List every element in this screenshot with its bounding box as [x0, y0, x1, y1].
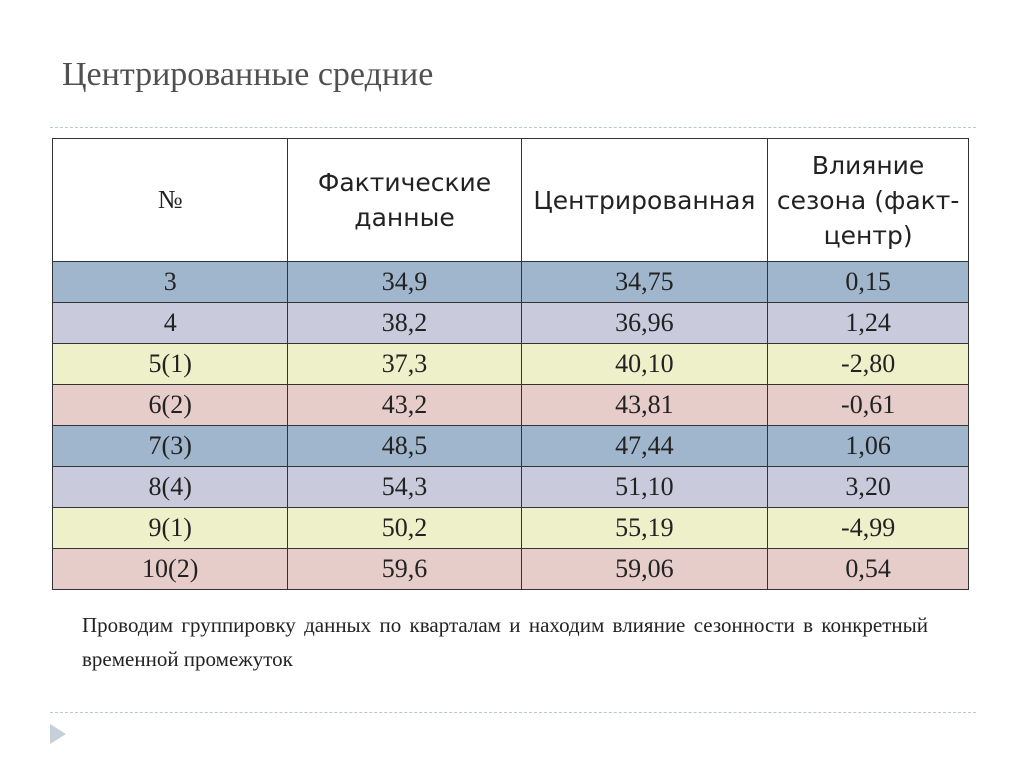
table-cell: 3	[51, 261, 289, 303]
table-cell: 0,15	[767, 261, 969, 303]
table-cell: 43,2	[287, 384, 522, 426]
header-row: № Фактические данные Центрированная Влияние…	[51, 138, 969, 262]
table-row: 10(2) 59,6 59,06 0,54	[51, 548, 969, 590]
divider	[50, 127, 976, 128]
table-cell: 47,44	[520, 425, 769, 467]
divider	[50, 712, 976, 713]
table-cell: -2,80	[767, 343, 969, 385]
table-cell: 54,3	[287, 466, 522, 508]
bullet-icon	[50, 724, 66, 744]
table-cell: 4	[51, 302, 289, 344]
table-cell: 40,10	[520, 343, 769, 385]
table-cell: 9(1)	[51, 507, 289, 549]
table-cell: -0,61	[767, 384, 969, 426]
table-row: 9(1) 50,2 55,19 -4,99	[51, 507, 969, 549]
table-cell: 50,2	[287, 507, 522, 549]
table-cell: 5(1)	[51, 343, 289, 385]
table-cell: 34,75	[520, 261, 769, 303]
table-row: 7(3) 48,5 47,44 1,06	[51, 425, 969, 467]
table-cell: 36,96	[520, 302, 769, 344]
table: № Фактические данные Центрированная Влияние…	[51, 138, 969, 590]
table-cell: 55,19	[520, 507, 769, 549]
column-header: №	[51, 138, 289, 262]
table-cell: 43,81	[520, 384, 769, 426]
table-cell: 3,20	[767, 466, 969, 508]
table-cell: 59,06	[520, 548, 769, 590]
column-header: Фактические данные	[287, 138, 522, 262]
table-cell: 1,06	[767, 425, 969, 467]
table-cell: 37,3	[287, 343, 522, 385]
table-row: 5(1) 37,3 40,10 -2,80	[51, 343, 969, 385]
table-cell: 7(3)	[51, 425, 289, 467]
table-cell: 38,2	[287, 302, 522, 344]
table-body: 3 34,9 34,75 0,15 4 38,2 36,96 1,24 5(1) 37,3 40,1…	[51, 261, 969, 590]
table-row: 3 34,9 34,75 0,15	[51, 261, 969, 303]
table-cell: 6(2)	[51, 384, 289, 426]
column-header: Центрированная	[520, 138, 769, 262]
column-header: Влияние сезона (факт-центр)	[767, 138, 969, 262]
table-row: 8(4) 54,3 51,10 3,20	[51, 466, 969, 508]
table-cell: 34,9	[287, 261, 522, 303]
table-cell: 1,24	[767, 302, 969, 344]
caption: Проводим группировку данных по кварталам…	[82, 613, 928, 671]
table-cell: -4,99	[767, 507, 969, 549]
table-cell: 51,10	[520, 466, 769, 508]
table-row: 6(2) 43,2 43,81 -0,61	[51, 384, 969, 426]
table-cell: 48,5	[287, 425, 522, 467]
table-cell: 8(4)	[51, 466, 289, 508]
table-cell: 10(2)	[51, 548, 289, 590]
table-cell: 0,54	[767, 548, 969, 590]
title: Центрированные средние	[62, 56, 434, 93]
table-row: 4 38,2 36,96 1,24	[51, 302, 969, 344]
table-cell: 59,6	[287, 548, 522, 590]
